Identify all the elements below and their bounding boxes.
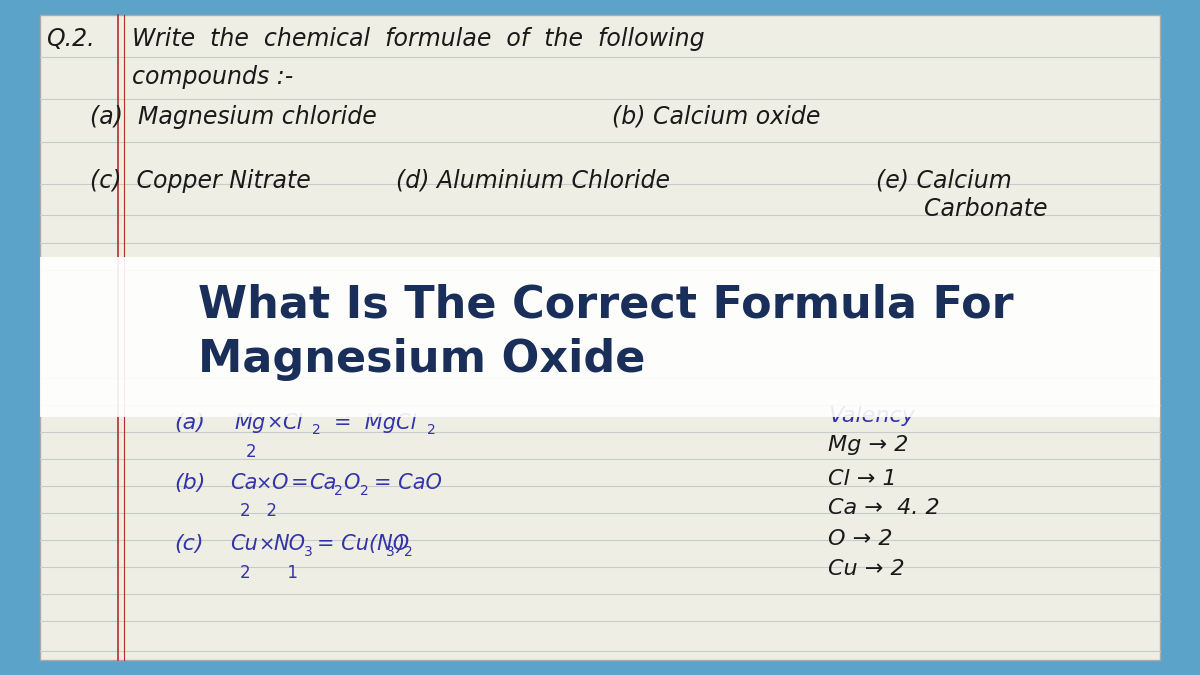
Text: O: O xyxy=(343,473,360,493)
Text: Ca: Ca xyxy=(310,473,337,493)
Text: (a): (a) xyxy=(174,412,205,433)
Text: Mg → 2: Mg → 2 xyxy=(828,435,908,455)
Text: = CaO: = CaO xyxy=(374,473,443,493)
Text: 2: 2 xyxy=(312,423,320,437)
Text: (c)  Copper Nitrate: (c) Copper Nitrate xyxy=(90,169,311,192)
Text: 2: 2 xyxy=(404,545,413,558)
Text: Cl: Cl xyxy=(282,412,302,433)
Text: Cu: Cu xyxy=(230,534,258,554)
Text: NO: NO xyxy=(274,534,306,554)
Text: Write  the  chemical  formulae  of  the  following: Write the chemical formulae of the follo… xyxy=(132,27,704,51)
Text: (a)  Magnesium chloride: (a) Magnesium chloride xyxy=(90,105,377,128)
Text: O → 2: O → 2 xyxy=(828,529,893,549)
Text: (b): (b) xyxy=(174,473,205,493)
Text: Q.2.: Q.2. xyxy=(46,27,95,51)
Text: Magnesium Oxide: Magnesium Oxide xyxy=(198,338,646,381)
Text: (e) Calcium: (e) Calcium xyxy=(876,169,1012,192)
Text: 2: 2 xyxy=(334,484,342,497)
Text: compounds :-: compounds :- xyxy=(132,65,293,89)
Text: (b) Calcium oxide: (b) Calcium oxide xyxy=(612,105,821,128)
Text: (d) Aluminium Chloride: (d) Aluminium Chloride xyxy=(396,169,670,192)
Text: Ca →  4. 2: Ca → 4. 2 xyxy=(828,498,940,518)
Text: Mg: Mg xyxy=(234,412,265,433)
Text: ×: × xyxy=(266,414,283,433)
Text: Ca: Ca xyxy=(230,473,258,493)
Text: 3: 3 xyxy=(304,545,312,558)
Text: Cu → 2: Cu → 2 xyxy=(828,559,905,579)
Text: 2       1: 2 1 xyxy=(240,564,298,583)
Text: (c): (c) xyxy=(174,534,204,554)
Bar xyxy=(40,256,1160,417)
Text: O: O xyxy=(271,473,288,493)
Text: 2: 2 xyxy=(360,484,368,497)
Text: ): ) xyxy=(396,534,404,554)
Text: ×: × xyxy=(258,535,275,554)
Text: 2: 2 xyxy=(427,423,436,437)
Text: =: = xyxy=(290,473,308,493)
Text: Cl → 1: Cl → 1 xyxy=(828,468,896,489)
Text: 3: 3 xyxy=(386,545,395,558)
Text: Valency: Valency xyxy=(828,406,914,426)
Text: 2   2: 2 2 xyxy=(240,502,277,520)
Text: =  MgCl: = MgCl xyxy=(334,412,416,433)
Text: ×: × xyxy=(256,475,272,493)
Text: What Is The Correct Formula For: What Is The Correct Formula For xyxy=(198,284,1014,327)
Text: = Cu(NO: = Cu(NO xyxy=(317,534,409,554)
Text: Carbonate: Carbonate xyxy=(924,197,1048,221)
Text: 2: 2 xyxy=(246,443,257,461)
